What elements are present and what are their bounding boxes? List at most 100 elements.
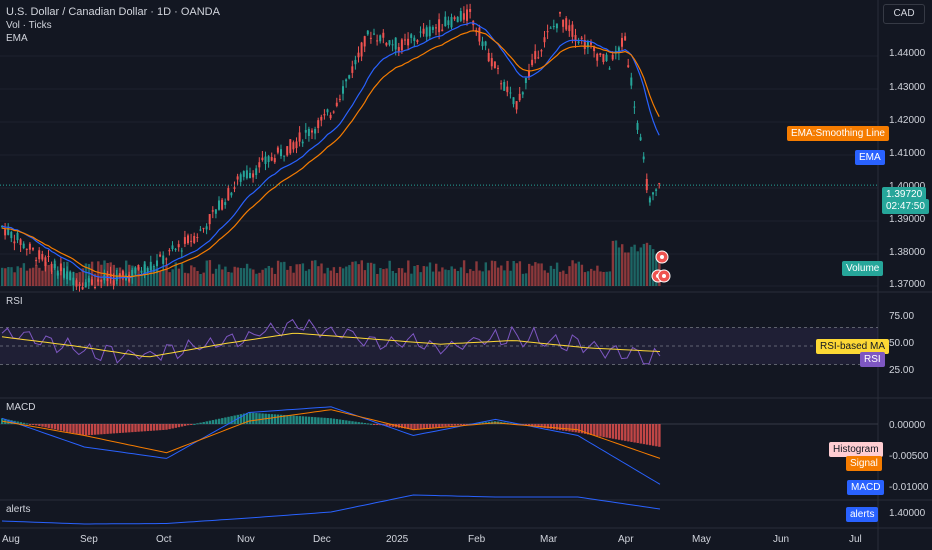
candle-body bbox=[500, 83, 503, 85]
macd-histogram-bar bbox=[658, 424, 661, 447]
volume-bar bbox=[286, 269, 289, 286]
volume-bar bbox=[236, 267, 239, 286]
candle-body bbox=[540, 50, 543, 52]
volume-bar bbox=[518, 261, 522, 286]
candle-body bbox=[388, 40, 391, 45]
rsi-panel-title[interactable]: RSI bbox=[6, 296, 23, 307]
candle-body bbox=[577, 41, 580, 43]
candle-body bbox=[357, 52, 360, 58]
macd-histogram-bar bbox=[208, 420, 212, 424]
currency-button[interactable]: CAD bbox=[883, 4, 925, 24]
volume-bar bbox=[128, 264, 131, 286]
volume-bar bbox=[162, 270, 165, 286]
candle-body bbox=[543, 37, 546, 43]
volume-bar bbox=[249, 268, 252, 286]
candle-body bbox=[459, 11, 462, 21]
symbol-title: U.S. Dollar / Canadian Dollar · 1D · OAN… bbox=[6, 6, 220, 18]
candle-body bbox=[382, 32, 385, 38]
candle-body bbox=[478, 27, 481, 42]
volume-bar bbox=[617, 247, 621, 286]
volume-bar bbox=[444, 269, 447, 286]
volume-bar bbox=[543, 270, 546, 286]
volume-bar bbox=[329, 270, 332, 286]
volume-bar bbox=[255, 273, 258, 286]
macd-histogram-bar bbox=[115, 424, 119, 434]
macd-histogram-bar bbox=[435, 424, 438, 428]
volume-bar bbox=[528, 263, 531, 286]
macd-histogram-bar bbox=[28, 424, 32, 425]
candle-body bbox=[59, 263, 62, 272]
macd-histogram-bar bbox=[633, 424, 636, 443]
macd-histogram-bar bbox=[128, 424, 131, 433]
macd-histogram-bar bbox=[438, 424, 441, 428]
volume-bar bbox=[422, 266, 425, 286]
candle-body bbox=[214, 209, 217, 214]
macd-panel-title[interactable]: MACD bbox=[6, 402, 36, 413]
candle-body bbox=[630, 77, 633, 86]
alerts-line bbox=[1, 494, 661, 525]
candle-body bbox=[326, 109, 329, 113]
macd-histogram-bar bbox=[87, 424, 91, 436]
macd-histogram-bar bbox=[599, 424, 602, 437]
volume-bar bbox=[466, 273, 469, 286]
volume-bar bbox=[478, 270, 481, 286]
macd-histogram-bar bbox=[84, 424, 88, 436]
candle-body bbox=[642, 156, 645, 160]
rsi-axis-label: 50.00 bbox=[889, 338, 915, 349]
macd-histogram-bar bbox=[295, 415, 298, 424]
signal-tag: Signal bbox=[846, 456, 882, 471]
volume-bar bbox=[295, 264, 298, 286]
volume-bar bbox=[317, 266, 320, 286]
candle-body bbox=[242, 171, 245, 177]
volume-bar bbox=[224, 266, 227, 286]
candle-body bbox=[273, 158, 276, 163]
volume-bar bbox=[214, 268, 218, 286]
volume-bar bbox=[552, 268, 556, 286]
macd-histogram-bar bbox=[419, 424, 422, 429]
candle-body bbox=[264, 156, 267, 164]
macd-histogram-bar bbox=[329, 418, 332, 424]
rsi-axis-label: 25.00 bbox=[889, 365, 915, 376]
macd-histogram-bar bbox=[199, 422, 202, 424]
candle-body bbox=[360, 42, 363, 57]
candle-body bbox=[25, 248, 28, 250]
volume-bar bbox=[490, 260, 494, 286]
candle-body bbox=[165, 258, 168, 260]
volume-bar bbox=[267, 265, 270, 286]
macd-histogram-bar bbox=[63, 424, 66, 432]
candle-body bbox=[301, 141, 304, 144]
macd-histogram-bar bbox=[174, 424, 177, 428]
macd-histogram-bar bbox=[22, 422, 26, 424]
candle-body bbox=[648, 197, 651, 203]
macd-histogram-bar bbox=[602, 424, 605, 438]
volume-bar bbox=[59, 267, 63, 286]
ema-indicator-label[interactable]: EMA bbox=[6, 33, 28, 44]
price-axis-label: 1.44000 bbox=[889, 48, 926, 59]
candle-body bbox=[307, 128, 310, 137]
volume-bar bbox=[580, 264, 584, 286]
macd-histogram-bar bbox=[456, 424, 460, 426]
alerts-panel-title[interactable]: alerts bbox=[6, 504, 31, 515]
candle-body bbox=[450, 17, 453, 28]
macd-histogram-bar bbox=[586, 424, 590, 435]
candle-body bbox=[187, 235, 189, 244]
candle-body bbox=[193, 235, 196, 243]
candle-body bbox=[602, 53, 605, 63]
candle-body bbox=[156, 260, 158, 267]
volume-bar bbox=[636, 251, 639, 286]
volume-bar bbox=[605, 271, 608, 286]
candle-body bbox=[320, 116, 323, 121]
candle-body bbox=[19, 239, 22, 245]
volume-bar bbox=[376, 273, 379, 286]
volume-indicator-label[interactable]: Vol · Ticks bbox=[6, 20, 52, 31]
volume-bar bbox=[205, 260, 208, 286]
macd-histogram-bar bbox=[289, 415, 292, 424]
volume-bar bbox=[304, 270, 308, 286]
candle-body bbox=[177, 244, 180, 248]
candle-body bbox=[580, 37, 583, 39]
candle-body bbox=[425, 27, 428, 37]
volume-bar bbox=[118, 267, 122, 286]
volume-bar bbox=[512, 261, 515, 286]
candle-body bbox=[13, 241, 16, 244]
